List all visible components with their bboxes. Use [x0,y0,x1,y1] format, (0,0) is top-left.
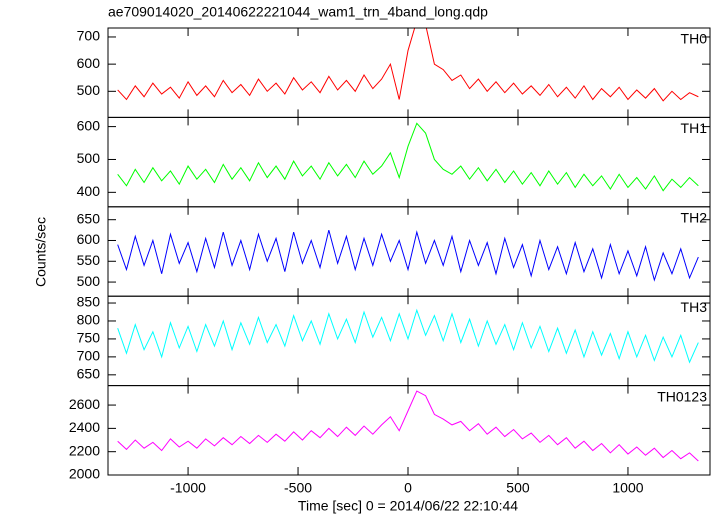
panel-label: TH3 [681,299,708,315]
panel-label: TH0123 [657,388,707,404]
y-tick-label: 500 [77,273,101,289]
data-line [117,308,699,364]
panel-frame [107,206,711,297]
x-tick-label: -500 [284,480,312,496]
y-tick-label: 750 [77,330,101,346]
y-tick-label: 600 [77,55,101,71]
panel-label: TH0 [681,31,708,47]
x-tick-label: 500 [506,480,530,496]
panel-frame [107,116,711,208]
y-tick-label: 2400 [69,419,100,435]
y-tick-label: 600 [77,231,101,247]
data-line [117,122,699,192]
y-axis-label: Counts/sec [33,217,49,287]
panel-frame [107,27,711,118]
y-tick-label: 2200 [69,442,100,458]
data-line [117,28,699,102]
y-tick-label: 500 [77,150,101,166]
y-tick-label: 650 [77,210,101,226]
data-line [117,229,699,282]
y-tick-label: 650 [77,366,101,382]
y-tick-label: 850 [77,294,101,310]
x-tick-label: 0 [404,480,412,496]
y-tick-label: 2600 [69,396,100,412]
panel-label: TH2 [681,210,708,226]
x-tick-label: 1000 [612,480,643,496]
y-tick-label: 800 [77,312,101,328]
panel-label: TH1 [681,120,708,136]
y-tick-label: 550 [77,252,101,268]
y-tick-label: 2000 [69,466,100,482]
y-tick-label: 400 [77,183,101,199]
y-tick-label: 700 [77,28,101,44]
y-tick-label: 600 [77,117,101,133]
y-tick-label: 700 [77,348,101,364]
chart-title: ae709014020_20140622221044_wam1_trn_4ban… [108,4,488,20]
x-axis-label: Time [sec] 0 = 2014/06/22 22:10:44 [298,498,518,514]
panel-frame [107,385,711,476]
x-tick-label: -1000 [170,480,206,496]
data-line [117,390,699,462]
y-tick-label: 500 [77,82,101,98]
panel-frame [107,295,711,387]
